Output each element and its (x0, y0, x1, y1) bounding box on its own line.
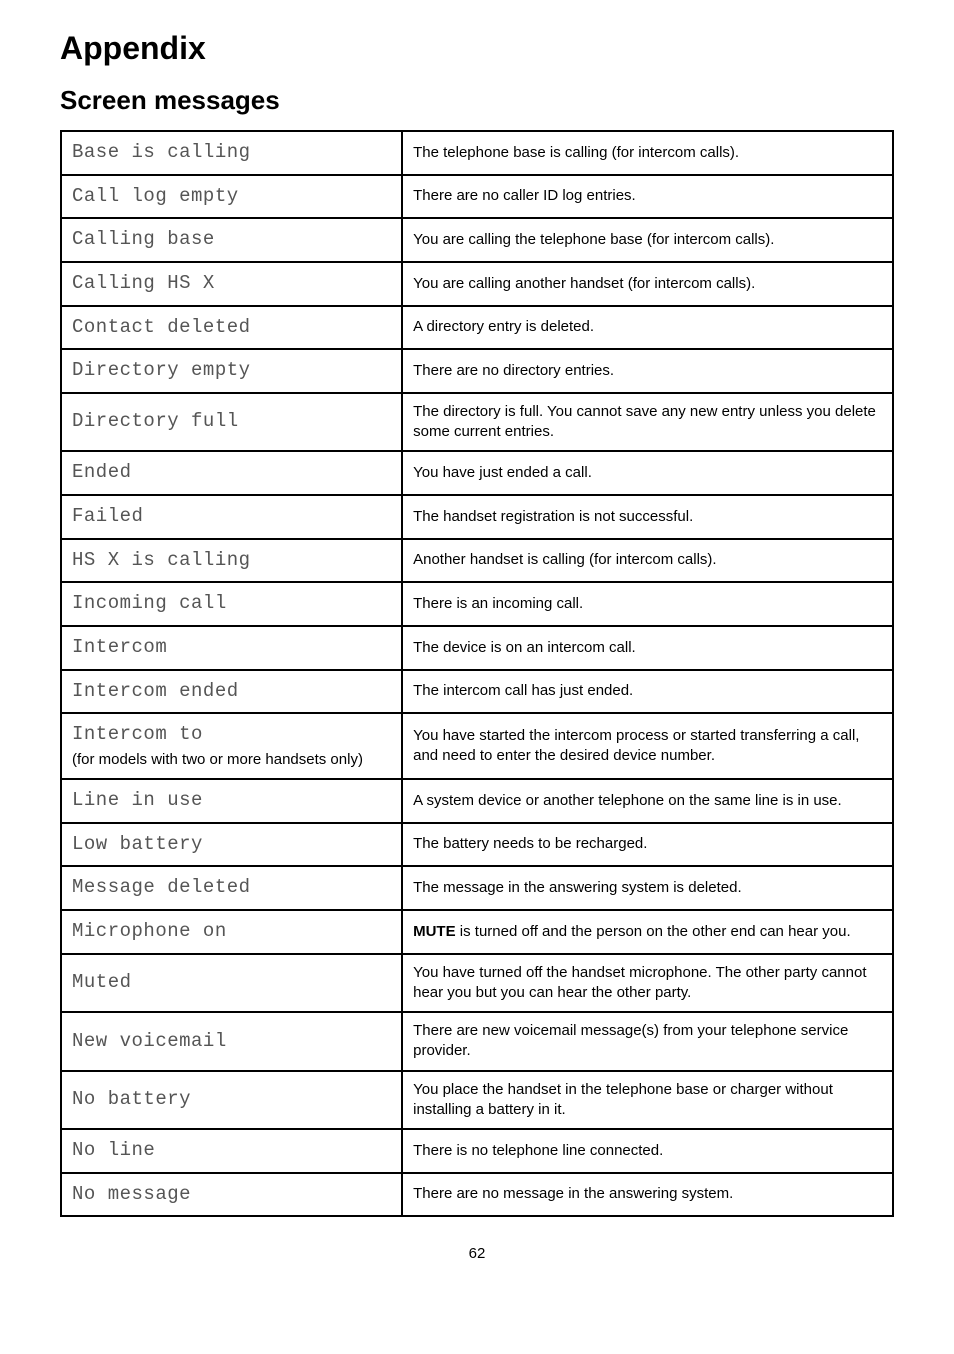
table-row: Intercom ended The intercom call has just… (61, 670, 893, 714)
screen-message-cell: Low battery (61, 823, 402, 867)
screen-message-text: Intercom to (72, 723, 203, 745)
messages-table: Base is calling The telephone base is cal… (60, 130, 894, 1217)
table-row: Ended You have just ended a call. (61, 451, 893, 495)
screen-message-text: No battery (72, 1088, 191, 1110)
screen-message-text: Directory empty (72, 359, 251, 381)
table-row: Directory full The directory is full. You… (61, 393, 893, 452)
screen-message-text: Calling HS X (72, 272, 215, 294)
screen-message-cell: Contact deleted (61, 306, 402, 350)
screen-message-text: Contact deleted (72, 316, 251, 338)
screen-message-text: Base is calling (72, 141, 251, 163)
screen-message-text: Low battery (72, 833, 203, 855)
screen-message-cell: HS X is calling (61, 539, 402, 583)
description-cell: You place the handset in the telephone b… (402, 1071, 893, 1130)
table-row: No line There is no telephone line connec… (61, 1129, 893, 1173)
description-cell: A directory entry is deleted. (402, 306, 893, 350)
description-cell: The battery needs to be recharged. (402, 823, 893, 867)
screen-message-cell: Line in use (61, 779, 402, 823)
table-row: Incoming call There is an incoming call. (61, 582, 893, 626)
description-cell: There is no telephone line connected. (402, 1129, 893, 1173)
screen-message-cell: Failed (61, 495, 402, 539)
description-cell: The intercom call has just ended. (402, 670, 893, 714)
description-cell: You have started the intercom process or… (402, 713, 893, 779)
page-number: 62 (60, 1245, 894, 1262)
screen-message-cell: Intercom (61, 626, 402, 670)
screen-message-text: Directory full (72, 410, 239, 432)
table-row: Intercom The device is on an intercom cal… (61, 626, 893, 670)
description-cell: You are calling the telephone base (for … (402, 218, 893, 262)
screen-message-text: Call log empty (72, 185, 239, 207)
description-cell: Another handset is calling (for intercom… (402, 539, 893, 583)
screen-message-text: Message deleted (72, 876, 251, 898)
table-row: HS X is calling Another handset is callin… (61, 539, 893, 583)
table-row: Base is calling The telephone base is cal… (61, 131, 893, 175)
description-cell: There are new voicemail message(s) from … (402, 1012, 893, 1071)
table-row: Contact deleted A directory entry is dele… (61, 306, 893, 350)
screen-message-cell: Intercom ended (61, 670, 402, 714)
table-row: Call log empty There are no caller ID log… (61, 175, 893, 219)
description-cell: There is an incoming call. (402, 582, 893, 626)
screen-message-text: Muted (72, 971, 132, 993)
screen-message-text: Intercom ended (72, 680, 239, 702)
description-cell: The handset registration is not successf… (402, 495, 893, 539)
table-row: Calling base You are calling the telephon… (61, 218, 893, 262)
screen-message-cell: Base is calling (61, 131, 402, 175)
page-title: Appendix (60, 30, 894, 67)
screen-message-cell: Directory empty (61, 349, 402, 393)
screen-message-cell: Muted (61, 954, 402, 1013)
table-row: No battery You place the handset in the t… (61, 1071, 893, 1130)
screen-message-cell: Ended (61, 451, 402, 495)
description-cell: The telephone base is calling (for inter… (402, 131, 893, 175)
screen-message-cell: Intercom to (for models with two or more … (61, 713, 402, 779)
screen-message-text: HS X is calling (72, 549, 251, 571)
table-row: New voicemail There are new voicemail mes… (61, 1012, 893, 1071)
description-cell: The device is on an intercom call. (402, 626, 893, 670)
description-cell: A system device or another telephone on … (402, 779, 893, 823)
screen-message-cell: Directory full (61, 393, 402, 452)
screen-message-cell: Calling HS X (61, 262, 402, 306)
table-row: Intercom to (for models with two or more … (61, 713, 893, 779)
screen-message-cell: Microphone on (61, 910, 402, 954)
description-cell: The message in the answering system is d… (402, 866, 893, 910)
screen-message-text: New voicemail (72, 1030, 227, 1052)
table-row: Muted You have turned off the handset mic… (61, 954, 893, 1013)
table-row: Low battery The battery needs to be recha… (61, 823, 893, 867)
screen-message-text: Incoming call (72, 592, 227, 614)
screen-message-cell: New voicemail (61, 1012, 402, 1071)
description-cell: You are calling another handset (for int… (402, 262, 893, 306)
description-cell: The directory is full. You cannot save a… (402, 393, 893, 452)
screen-message-subnote: (for models with two or more handsets on… (72, 750, 391, 770)
screen-message-text: Intercom (72, 636, 167, 658)
screen-message-text: Calling base (72, 228, 215, 250)
screen-message-text: No message (72, 1183, 191, 1205)
screen-message-cell: Incoming call (61, 582, 402, 626)
description-cell: There are no directory entries. (402, 349, 893, 393)
description-bold: MUTE (413, 923, 456, 940)
screen-message-cell: No battery (61, 1071, 402, 1130)
table-row: Directory empty There are no directory en… (61, 349, 893, 393)
screen-message-text: No line (72, 1139, 155, 1161)
screen-message-text: Ended (72, 461, 132, 483)
screen-message-cell: No line (61, 1129, 402, 1173)
table-row: Message deleted The message in the answer… (61, 866, 893, 910)
description-cell: MUTE is turned off and the person on the… (402, 910, 893, 954)
screen-message-text: Microphone on (72, 920, 227, 942)
table-row: No message There are no message in the an… (61, 1173, 893, 1217)
screen-message-cell: No message (61, 1173, 402, 1217)
description-cell: You have turned off the handset micropho… (402, 954, 893, 1013)
table-row: Failed The handset registration is not su… (61, 495, 893, 539)
screen-message-text: Failed (72, 505, 143, 527)
screen-message-cell: Call log empty (61, 175, 402, 219)
description-cell: There are no caller ID log entries. (402, 175, 893, 219)
table-row: Microphone on MUTE is turned off and the … (61, 910, 893, 954)
description-cell: You have just ended a call. (402, 451, 893, 495)
screen-message-cell: Message deleted (61, 866, 402, 910)
section-title: Screen messages (60, 85, 894, 116)
table-row: Line in use A system device or another te… (61, 779, 893, 823)
description-cell: There are no message in the answering sy… (402, 1173, 893, 1217)
screen-message-cell: Calling base (61, 218, 402, 262)
table-row: Calling HS X You are calling another hand… (61, 262, 893, 306)
screen-message-text: Line in use (72, 789, 203, 811)
